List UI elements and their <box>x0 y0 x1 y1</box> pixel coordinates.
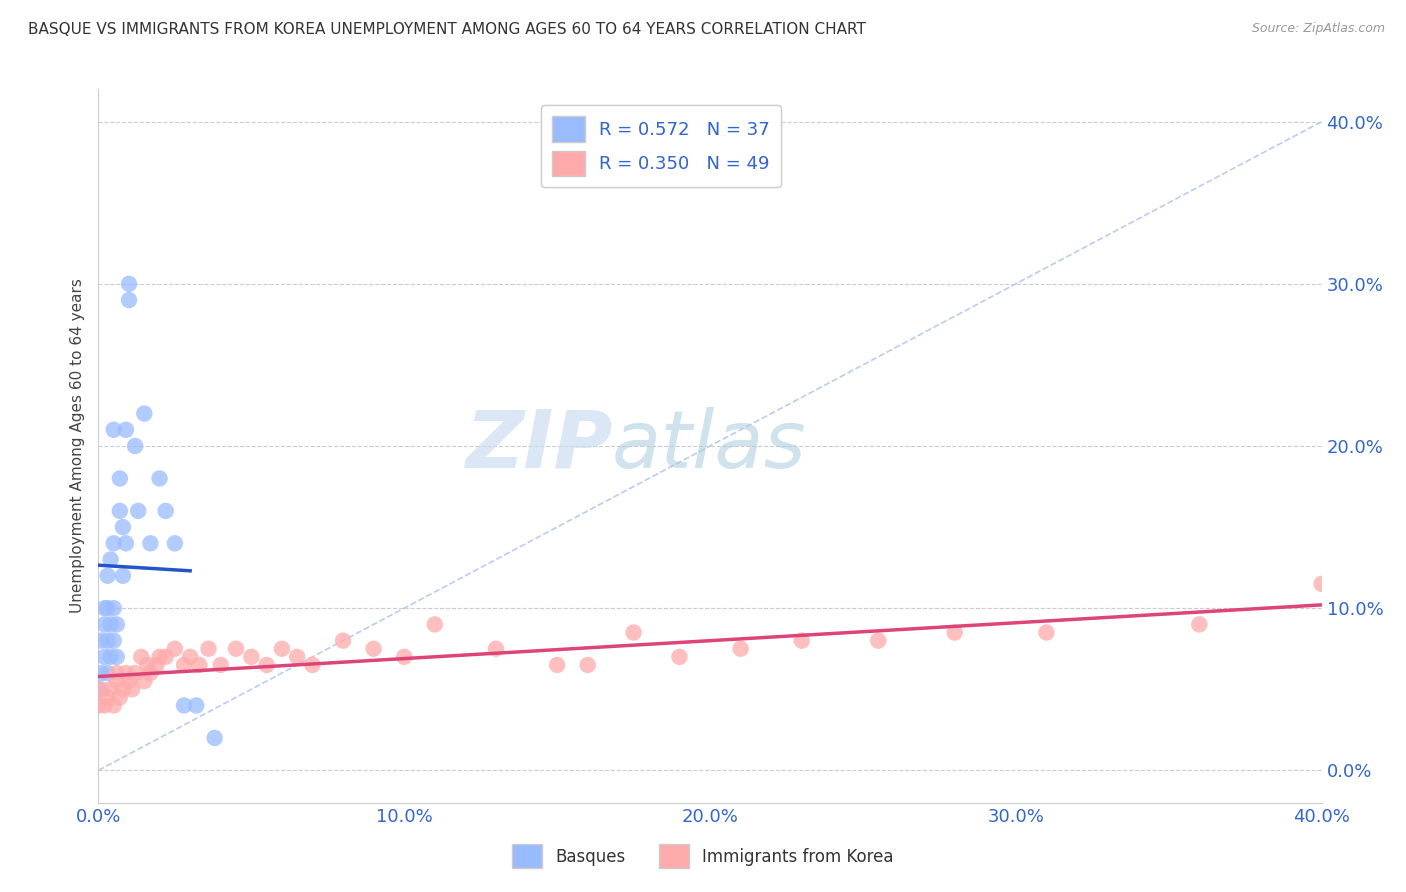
Point <box>124 439 146 453</box>
Point <box>103 698 125 713</box>
Point <box>108 690 131 705</box>
Point <box>668 649 690 664</box>
Point <box>103 536 125 550</box>
Point <box>115 536 138 550</box>
Y-axis label: Unemployment Among Ages 60 to 64 years: Unemployment Among Ages 60 to 64 years <box>69 278 84 614</box>
Point <box>1310 577 1333 591</box>
Point <box>87 682 110 697</box>
Point <box>111 682 134 697</box>
Point <box>186 698 208 713</box>
Point <box>179 649 201 664</box>
Point <box>105 674 128 689</box>
Point <box>270 641 292 656</box>
Point <box>100 552 122 566</box>
Point <box>423 617 446 632</box>
Point <box>136 657 159 672</box>
Point <box>485 641 508 656</box>
Point <box>155 504 177 518</box>
Point <box>97 666 120 681</box>
Point <box>100 682 122 697</box>
Legend: R = 0.572   N = 37, R = 0.350   N = 49: R = 0.572 N = 37, R = 0.350 N = 49 <box>541 105 780 187</box>
Point <box>546 657 568 672</box>
Point <box>111 520 134 534</box>
Point <box>105 666 128 681</box>
Point <box>363 641 385 656</box>
Point <box>134 407 156 421</box>
Point <box>97 601 120 615</box>
Point <box>392 649 416 664</box>
Point <box>240 649 263 664</box>
Point <box>155 649 177 664</box>
Point <box>149 471 172 485</box>
Point <box>87 698 110 713</box>
Point <box>943 625 966 640</box>
Point <box>730 641 752 656</box>
Point <box>103 633 125 648</box>
Point <box>90 666 112 681</box>
Point <box>204 731 226 745</box>
Point <box>139 666 162 681</box>
Point <box>188 657 211 672</box>
Point <box>225 641 247 656</box>
Point <box>285 649 308 664</box>
Point <box>90 682 112 697</box>
Point <box>93 649 115 664</box>
Point <box>97 633 120 648</box>
Point <box>124 666 146 681</box>
Point <box>118 277 141 291</box>
Text: BASQUE VS IMMIGRANTS FROM KOREA UNEMPLOYMENT AMONG AGES 60 TO 64 YEARS CORRELATI: BASQUE VS IMMIGRANTS FROM KOREA UNEMPLOY… <box>28 22 866 37</box>
Point <box>90 633 112 648</box>
Point <box>139 536 162 550</box>
Point <box>93 601 115 615</box>
Point <box>197 641 219 656</box>
Point <box>105 649 128 664</box>
Point <box>332 633 354 648</box>
Point <box>145 657 167 672</box>
Point <box>108 471 131 485</box>
Point <box>256 657 278 672</box>
Point <box>1188 617 1211 632</box>
Point <box>301 657 323 672</box>
Point <box>623 625 645 640</box>
Point <box>118 674 141 689</box>
Point <box>100 649 122 664</box>
Point <box>129 649 152 664</box>
Point <box>121 682 143 697</box>
Point <box>149 649 172 664</box>
Point <box>93 698 115 713</box>
Point <box>97 568 120 582</box>
Legend: Basques, Immigrants from Korea: Basques, Immigrants from Korea <box>506 838 900 875</box>
Point <box>115 423 138 437</box>
Point <box>209 657 232 672</box>
Point <box>576 657 599 672</box>
Point <box>163 641 186 656</box>
Point <box>173 698 195 713</box>
Point <box>868 633 890 648</box>
Point <box>93 617 115 632</box>
Point <box>111 568 134 582</box>
Point <box>163 536 186 550</box>
Point <box>105 617 128 632</box>
Point <box>1035 625 1057 640</box>
Point <box>97 690 120 705</box>
Point <box>103 423 125 437</box>
Point <box>115 666 138 681</box>
Text: atlas: atlas <box>612 407 807 485</box>
Point <box>173 657 195 672</box>
Point <box>118 293 141 307</box>
Point <box>108 504 131 518</box>
Text: ZIP: ZIP <box>465 407 612 485</box>
Text: Source: ZipAtlas.com: Source: ZipAtlas.com <box>1251 22 1385 36</box>
Point <box>790 633 813 648</box>
Point <box>100 617 122 632</box>
Point <box>134 674 156 689</box>
Point <box>103 601 125 615</box>
Point <box>127 504 149 518</box>
